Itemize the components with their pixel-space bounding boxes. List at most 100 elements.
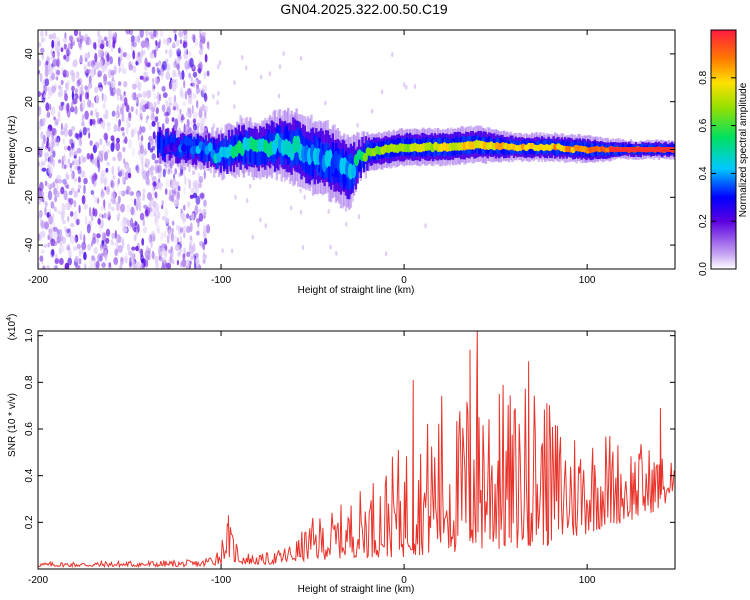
noise-speckle [154, 215, 158, 224]
noise-speckle [147, 141, 151, 151]
noise-speckle [172, 41, 176, 48]
noise-speckle [44, 152, 49, 158]
noise-speckle [118, 119, 121, 127]
noise-speckle [189, 57, 194, 68]
noise-speckle [105, 141, 111, 147]
noise-speckle [45, 201, 48, 208]
noise-speckle [113, 257, 119, 265]
noise-speckle [194, 185, 199, 194]
noise-speckle [150, 165, 155, 171]
noise-speckle [98, 38, 100, 49]
noise-speckle [87, 61, 91, 67]
noise-speckle [138, 112, 141, 118]
noise-speckle [190, 251, 195, 260]
noise-speckle [197, 67, 202, 74]
noise-speckle [97, 218, 101, 225]
noise-speckle [106, 185, 110, 193]
noise-speckle [202, 229, 207, 239]
noise-speckle [120, 127, 125, 132]
noise-speckle [44, 180, 48, 187]
noise-speckle [119, 107, 124, 115]
noise-speckle [60, 79, 64, 86]
noise-speckle [73, 158, 78, 166]
noise-speckle [183, 166, 187, 171]
noise-speckle [48, 56, 54, 61]
noise-speckle [173, 235, 178, 244]
noise-speckle [221, 248, 224, 254]
noise-speckle [191, 33, 196, 42]
noise-speckle [132, 222, 136, 231]
noise-speckle [46, 264, 50, 269]
noise-speckle [134, 35, 138, 43]
noise-speckle [114, 112, 119, 120]
noise-speckle [44, 114, 48, 123]
noise-speckle [153, 101, 157, 109]
noise-speckle [161, 247, 166, 253]
noise-speckle [88, 39, 93, 45]
noise-speckle [71, 85, 75, 92]
ridge-segment [186, 140, 189, 158]
noise-speckle [116, 104, 120, 114]
noise-speckle [59, 242, 63, 247]
noise-speckle [128, 250, 132, 256]
noise-speckle [324, 100, 327, 106]
noise-speckle [66, 184, 70, 189]
noise-speckle [104, 109, 109, 119]
noise-speckle [158, 39, 162, 45]
noise-speckle [151, 207, 156, 213]
noise-speckle [161, 60, 167, 71]
noise-speckle [38, 142, 41, 147]
noise-speckle [182, 41, 188, 49]
noise-speckle [136, 195, 141, 206]
noise-speckle [40, 47, 45, 53]
noise-speckle [47, 110, 50, 117]
noise-speckle [42, 265, 46, 269]
noise-speckle [129, 190, 132, 196]
noise-speckle [65, 158, 71, 168]
noise-speckle [75, 218, 81, 226]
noise-speckle [157, 60, 162, 66]
spectrogram-heatmap [38, 30, 675, 269]
noise-speckle [150, 239, 153, 249]
noise-speckle [327, 208, 330, 214]
noise-speckle [202, 37, 206, 45]
noise-speckle [142, 170, 147, 180]
noise-speckle [150, 207, 153, 213]
noise-speckle [84, 110, 89, 120]
noise-speckle [171, 117, 175, 122]
snr-x-ticks: -200 -100 0 100 [28, 331, 596, 586]
noise-speckle [94, 108, 98, 116]
noise-speckle [104, 254, 108, 262]
noise-speckle [405, 84, 408, 90]
noise-speckle [167, 96, 173, 103]
noise-speckle [52, 52, 56, 59]
noise-speckle [57, 111, 61, 118]
noise-speckle [413, 84, 417, 89]
noise-speckle [112, 138, 115, 149]
noise-speckle [151, 78, 155, 83]
noise-speckle [94, 61, 97, 72]
noise-speckle [190, 76, 193, 83]
noise-speckle [132, 65, 137, 74]
snr-series [38, 331, 675, 569]
noise-speckle [52, 221, 55, 231]
noise-speckle [68, 190, 73, 196]
noise-speckle [83, 203, 88, 210]
snr-y-ticks: 0.2 0.4 0.6 0.8 1.0 [24, 328, 675, 529]
noise-speckle [190, 82, 195, 87]
noise-speckle [128, 112, 132, 122]
noise-speckle [51, 85, 56, 94]
ridge-segment [158, 132, 161, 150]
noise-speckle [102, 144, 106, 153]
noise-speckle [137, 131, 140, 142]
noise-speckle [177, 113, 183, 122]
noise-speckle [216, 100, 219, 105]
noise-speckle [92, 144, 97, 154]
noise-speckle [181, 213, 187, 223]
noise-speckle [172, 70, 177, 78]
noise-speckle [89, 206, 92, 217]
noise-speckle [148, 234, 152, 244]
ridge-segment [359, 150, 362, 172]
noise-speckle [154, 191, 158, 199]
noise-speckle [83, 177, 88, 185]
